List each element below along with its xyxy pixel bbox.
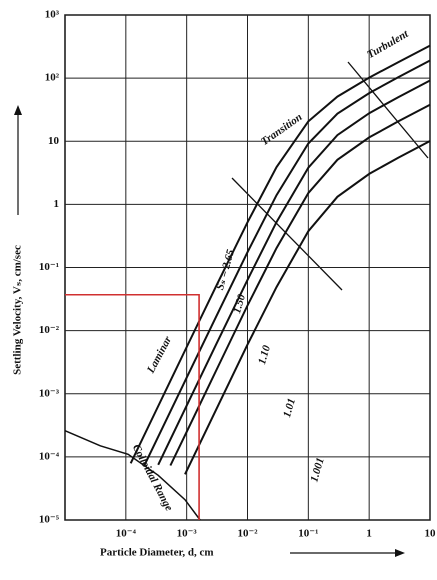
- series-line: [169, 103, 431, 466]
- y-tick-label: 10⁻¹: [39, 261, 59, 273]
- series-line: [143, 59, 431, 467]
- series-line: [184, 140, 431, 475]
- region-label: Turbulent: [365, 28, 411, 62]
- x-tick-label: 10: [425, 528, 437, 540]
- y-axis-label: Settling Velocity, Vₛ, cm/sec: [12, 245, 24, 375]
- region-label: Transition: [259, 111, 305, 148]
- y-tick-label: 1: [54, 198, 60, 210]
- y-tick-label: 10⁻⁵: [39, 514, 60, 526]
- regime-boundary: [231, 177, 343, 291]
- x-axis-arrowhead: [395, 549, 405, 557]
- x-tick-label: 10⁻³: [177, 528, 198, 540]
- region-label: Laminar: [144, 334, 174, 376]
- series-line: [129, 44, 431, 464]
- y-tick-label: 10²: [45, 72, 60, 84]
- y-tick-label: 10: [48, 135, 60, 147]
- colloidal-label: Colloidal Range: [130, 442, 175, 513]
- y-axis-arrowhead: [14, 105, 22, 115]
- series-label: 1.10: [256, 343, 273, 365]
- series-label: 1.01: [281, 397, 298, 419]
- y-tick-label: 10⁻³: [39, 387, 60, 399]
- colloidal-boundary: [64, 430, 201, 521]
- series-line: [157, 79, 431, 466]
- reference-line: [65, 293, 200, 520]
- x-axis-label: Particle Diameter, d, cm: [100, 547, 214, 559]
- y-tick-label: 10⁻⁴: [39, 450, 60, 462]
- series-label: 1.50: [231, 292, 248, 314]
- series-label: 1.001: [308, 456, 326, 483]
- x-tick-label: 10⁻²: [237, 528, 258, 540]
- y-tick-label: 10⁻²: [39, 324, 60, 336]
- series-label: Sₛ = 2.65: [214, 248, 237, 292]
- y-tick-label: 10³: [45, 9, 60, 21]
- x-tick-label: 10⁻¹: [298, 528, 318, 540]
- x-tick-label: 10⁻⁴: [116, 528, 137, 540]
- x-tick-label: 1: [366, 528, 372, 540]
